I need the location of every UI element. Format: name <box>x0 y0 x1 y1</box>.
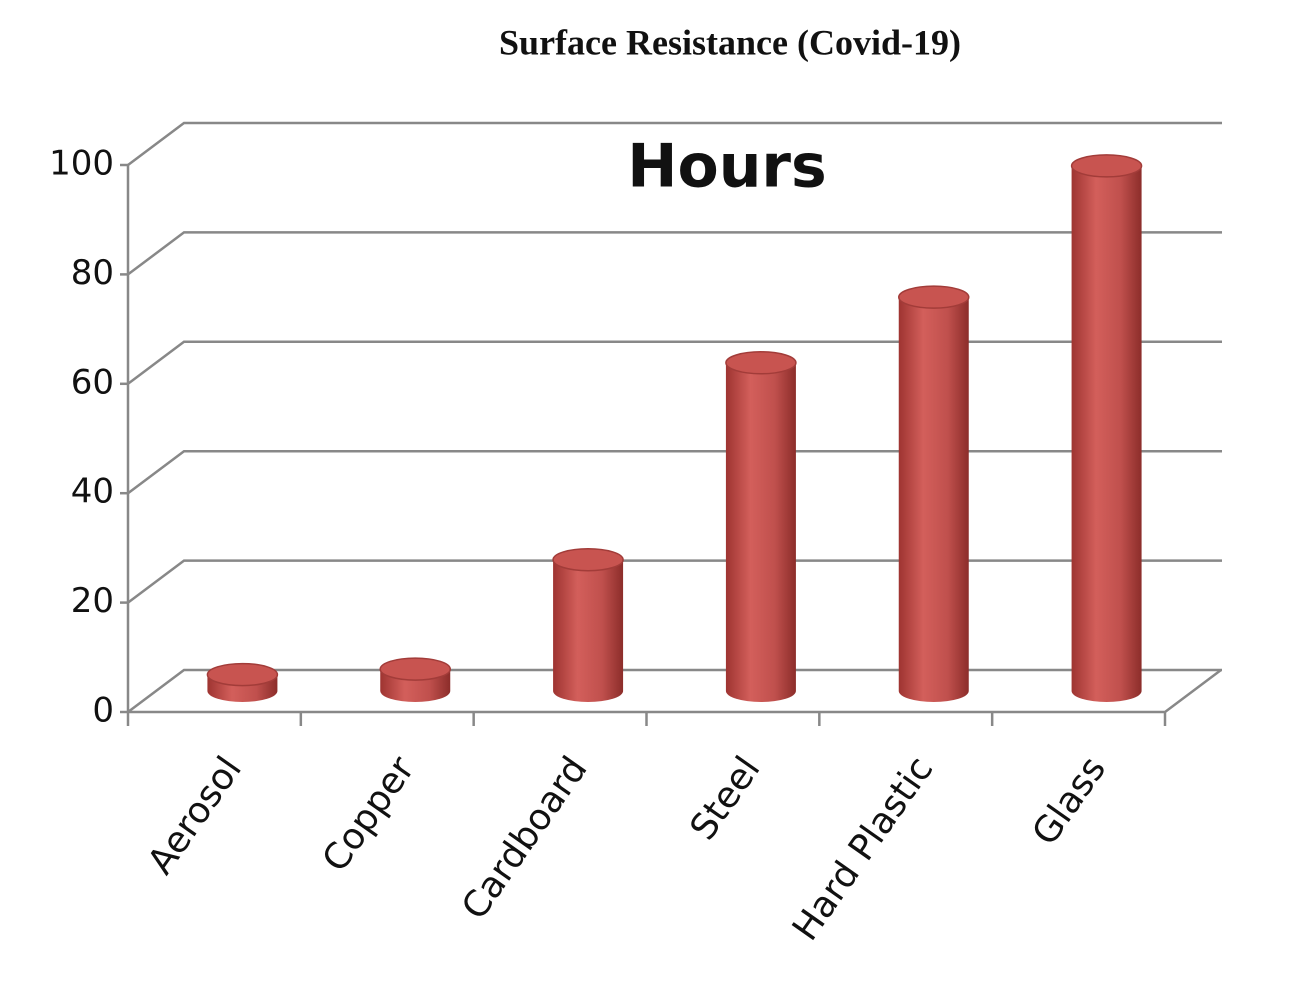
y-tick-label: 20 <box>71 581 114 621</box>
chart-subtitle: Hours <box>627 132 826 202</box>
x-tick-label: Hard Plastic <box>785 749 941 948</box>
x-tick-label: Cardboard <box>454 749 596 927</box>
y-tick-label: 80 <box>71 253 114 293</box>
bar-top <box>379 657 451 681</box>
chart-title: Surface Resistance (Covid-19) <box>499 22 961 62</box>
bar-top <box>552 547 624 572</box>
grid-line <box>127 231 1222 276</box>
y-tick-label: 40 <box>71 472 114 512</box>
grid-line <box>127 121 1222 166</box>
x-tick-label: Steel <box>683 749 769 847</box>
x-tick-label: Glass <box>1025 749 1114 852</box>
bar <box>898 297 969 702</box>
x-tick-label: Copper <box>315 749 423 879</box>
x-tick-label: Aerosol <box>140 749 250 881</box>
y-tick-label: 60 <box>71 362 114 402</box>
grid-line <box>127 559 1222 604</box>
floor-edge <box>128 669 1222 714</box>
bar <box>1071 165 1142 702</box>
grid-line <box>127 340 1222 385</box>
bar <box>725 362 796 702</box>
bar-top <box>725 351 797 375</box>
bar <box>553 559 624 702</box>
grid-line <box>127 449 1222 495</box>
bar-top <box>1070 154 1143 178</box>
y-tick-label: 100 <box>49 144 114 184</box>
bar-top <box>206 662 279 687</box>
grid-line <box>127 668 1222 713</box>
bar-top <box>898 285 970 309</box>
y-tick-label: 0 <box>92 691 114 731</box>
